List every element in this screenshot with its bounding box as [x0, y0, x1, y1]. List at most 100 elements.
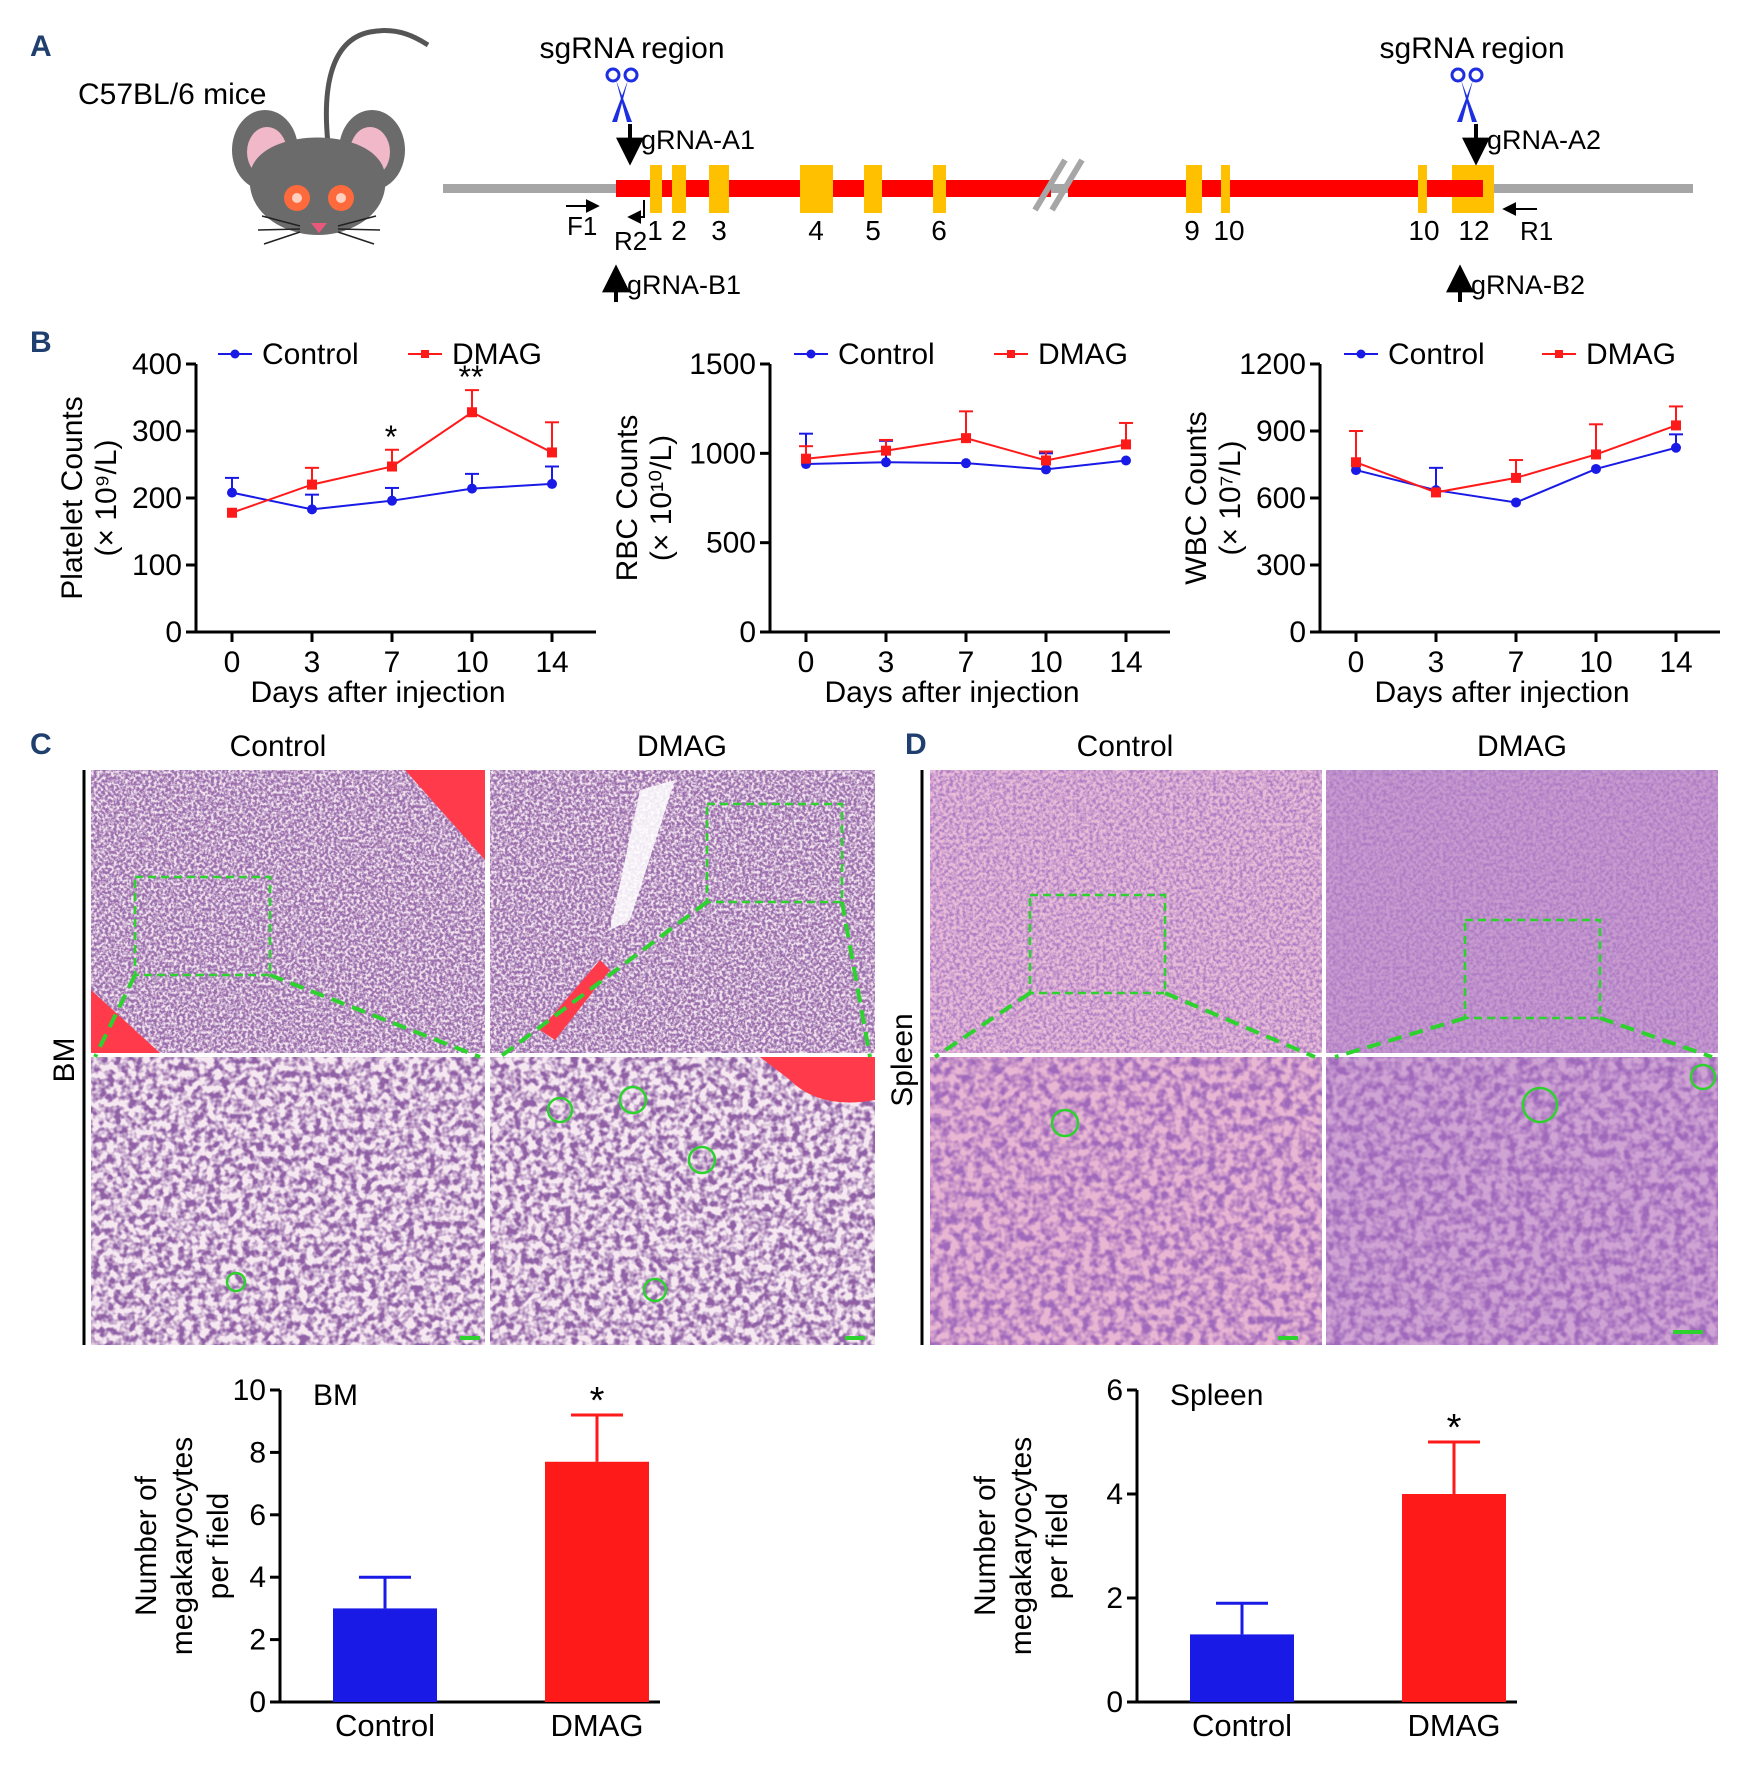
scale-bar — [845, 1336, 865, 1340]
data-point — [1121, 439, 1131, 450]
series-control — [225, 465, 559, 515]
bar-chart-spleen: 0 2 4 6 Spleen Number of megakaryocytes per fie… — [969, 1374, 1517, 1743]
y-axis-label: Platelet Counts — [56, 396, 89, 599]
data-point — [881, 445, 891, 456]
x-tick-label: 10 — [1029, 646, 1062, 679]
panel-c-side-label: BM — [48, 1038, 81, 1083]
data-point — [227, 487, 237, 498]
series-dmag — [227, 389, 559, 518]
y-axis-label: per field — [202, 1493, 235, 1600]
significance-label: ** — [459, 359, 484, 395]
line-chart-1: 0 100 200 300 400 0 3 7 10 14 Days after injection… — [56, 338, 596, 709]
x-tick-label: 7 — [384, 646, 401, 679]
data-point — [1511, 472, 1521, 483]
legend-dmag-marker — [1007, 350, 1015, 358]
data-point — [307, 479, 317, 490]
x-tick-label: 10 — [455, 646, 488, 679]
panel-label-b: B — [30, 326, 52, 359]
significance-label: * — [1447, 1407, 1462, 1449]
exon-label-10a: 10 — [1213, 215, 1244, 246]
scissors-icon — [1450, 67, 1484, 122]
line-chart-2: 0 500 1000 1500 0 3 7 10 14 Days after injection R… — [611, 338, 1170, 709]
exon-6 — [933, 165, 946, 213]
chart-title: Spleen — [1170, 1379, 1263, 1412]
exon-4 — [800, 165, 833, 213]
sgrna-region-left-label: sgRNA region — [539, 32, 724, 65]
exon-label-4: 4 — [808, 215, 824, 246]
legend-dmag-label: DMAG — [452, 338, 542, 371]
data-point — [1671, 420, 1681, 431]
y-tick-label: 4 — [249, 1561, 266, 1594]
significance-label: * — [590, 1380, 605, 1422]
data-point — [1431, 487, 1441, 498]
legend-control-label: Control — [262, 338, 359, 371]
primer-r2-label: R2 — [614, 226, 647, 256]
megakaryocyte-markers-bm — [225, 1085, 717, 1303]
scale-bar — [1673, 1330, 1703, 1334]
x-tick-label: 0 — [798, 646, 815, 679]
panel-label-c: C — [30, 728, 52, 761]
y-tick-label: 200 — [132, 482, 182, 515]
primer-r2-arrow — [627, 200, 645, 224]
y-axis-label: WBC Counts — [1180, 411, 1213, 584]
panel-d: D Control DMAG Spleen — [886, 728, 1718, 1345]
y-tick-label: 600 — [1256, 482, 1306, 515]
y-tick-label: 1200 — [1239, 348, 1306, 381]
panel-c-title-control: Control — [230, 730, 327, 763]
data-point — [1351, 457, 1361, 468]
panel-c-title-dmag: DMAG — [637, 730, 727, 763]
y-axis-unit: (× 10⁹/L) — [90, 439, 123, 556]
data-point — [547, 478, 557, 489]
y-tick-label: 2 — [1106, 1582, 1123, 1615]
grna-a1-label: gRNA-A1 — [641, 125, 755, 155]
x-axis-label: Days after injection — [250, 676, 505, 709]
category-label: Control — [335, 1708, 435, 1743]
primer-r1-label: R1 — [1520, 216, 1553, 246]
data-point — [801, 453, 811, 464]
exon-3 — [709, 165, 729, 213]
legend-control-marker — [1356, 349, 1366, 359]
exon-label-6: 6 — [931, 215, 947, 246]
bm-dmag-zoom-image — [490, 1057, 875, 1345]
y-tick-label: 6 — [249, 1499, 266, 1532]
data-point — [467, 483, 477, 494]
y-tick-label: 0 — [1106, 1686, 1123, 1719]
y-tick-label: 0 — [1289, 616, 1306, 649]
x-tick-label: 0 — [1348, 646, 1365, 679]
y-axis-label: megakaryocytes — [1005, 1437, 1038, 1655]
x-tick-label: 14 — [1109, 646, 1142, 679]
x-tick-label: 14 — [535, 646, 568, 679]
y-tick-label: 300 — [132, 415, 182, 448]
exon-label-10b: 10 — [1408, 215, 1439, 246]
y-axis-label: RBC Counts — [611, 415, 644, 582]
bar-control — [1190, 1634, 1294, 1702]
exon-label-1: 1 — [647, 215, 663, 246]
panel-d-side-label: Spleen — [886, 1013, 919, 1106]
y-tick-label: 300 — [1256, 549, 1306, 582]
y-axis-label: per field — [1041, 1493, 1074, 1600]
exon-label-3: 3 — [711, 215, 727, 246]
data-point — [467, 407, 477, 418]
bm-zoom-connectors — [93, 900, 872, 1059]
bar-chart-bm: 0 2 4 6 8 10 BM Number of megakaryocytes per fiel… — [130, 1374, 660, 1743]
bar-dmag — [545, 1461, 649, 1702]
series-dmag — [799, 410, 1133, 466]
data-point — [547, 447, 557, 458]
y-axis-label: Number of — [130, 1475, 163, 1616]
data-point — [881, 457, 891, 468]
megakaryocyte-markers-spleen — [1050, 1063, 1717, 1138]
x-tick-label: 10 — [1579, 646, 1612, 679]
line-chart-3: 0 300 600 900 1200 0 3 7 10 14 Days after injectio… — [1180, 338, 1720, 709]
x-axis-label: Days after injection — [1374, 676, 1629, 709]
y-tick-label: 2 — [249, 1624, 266, 1657]
panel-c: C Control DMAG BM — [30, 728, 875, 1345]
spleen-dmag-overview-image — [1326, 770, 1718, 1053]
significance-label: * — [385, 419, 397, 455]
y-tick-label: 0 — [165, 616, 182, 649]
x-tick-label: 7 — [958, 646, 975, 679]
y-axis-label: megakaryocytes — [166, 1437, 199, 1655]
